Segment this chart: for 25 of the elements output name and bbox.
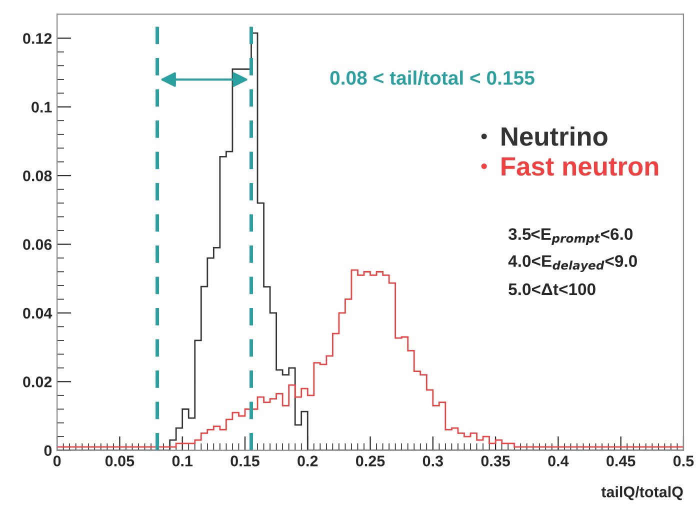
annotation: 4.0<E$_{delayed}$<9.0	[508, 255, 637, 272]
annotation: 0.08 < tail/total < 0.155	[330, 70, 534, 86]
x-tick-label: 0.5	[673, 456, 694, 466]
x-tick-label: 0.2	[298, 456, 318, 466]
legend-label: Neutrino	[502, 126, 608, 146]
annotation: 5.0<Δt<100	[508, 283, 596, 296]
x-tick-label: 0.15	[230, 456, 260, 466]
y-tick-label: 0.04	[23, 308, 52, 319]
x-tick-label: 0.4	[548, 456, 569, 466]
x-tick-label: 0.35	[481, 456, 510, 466]
y-tick-label: 0.02	[23, 376, 52, 388]
y-tick-label: 0	[44, 445, 52, 456]
x-tick-label: 0.45	[606, 456, 636, 466]
x-tick-label: 0.3	[422, 456, 443, 466]
y-tick-label: 0.1	[32, 102, 52, 113]
x-axis-title: tailQ/totalQ	[601, 486, 683, 500]
y-tick-label: 0.12	[23, 33, 52, 44]
y-tick-label: 0.06	[23, 239, 52, 250]
x-tick-label: 0.25	[356, 456, 385, 466]
x-tick-label: 0.1	[172, 456, 193, 466]
x-tick-label: 0	[53, 456, 61, 466]
annotation: 3.5<E$_{prompt}$<6.0	[508, 228, 633, 245]
y-tick-label: 0.08	[23, 170, 52, 182]
legend-label: Fast neutron	[502, 157, 658, 176]
x-tick-label: 0.05	[105, 456, 134, 466]
